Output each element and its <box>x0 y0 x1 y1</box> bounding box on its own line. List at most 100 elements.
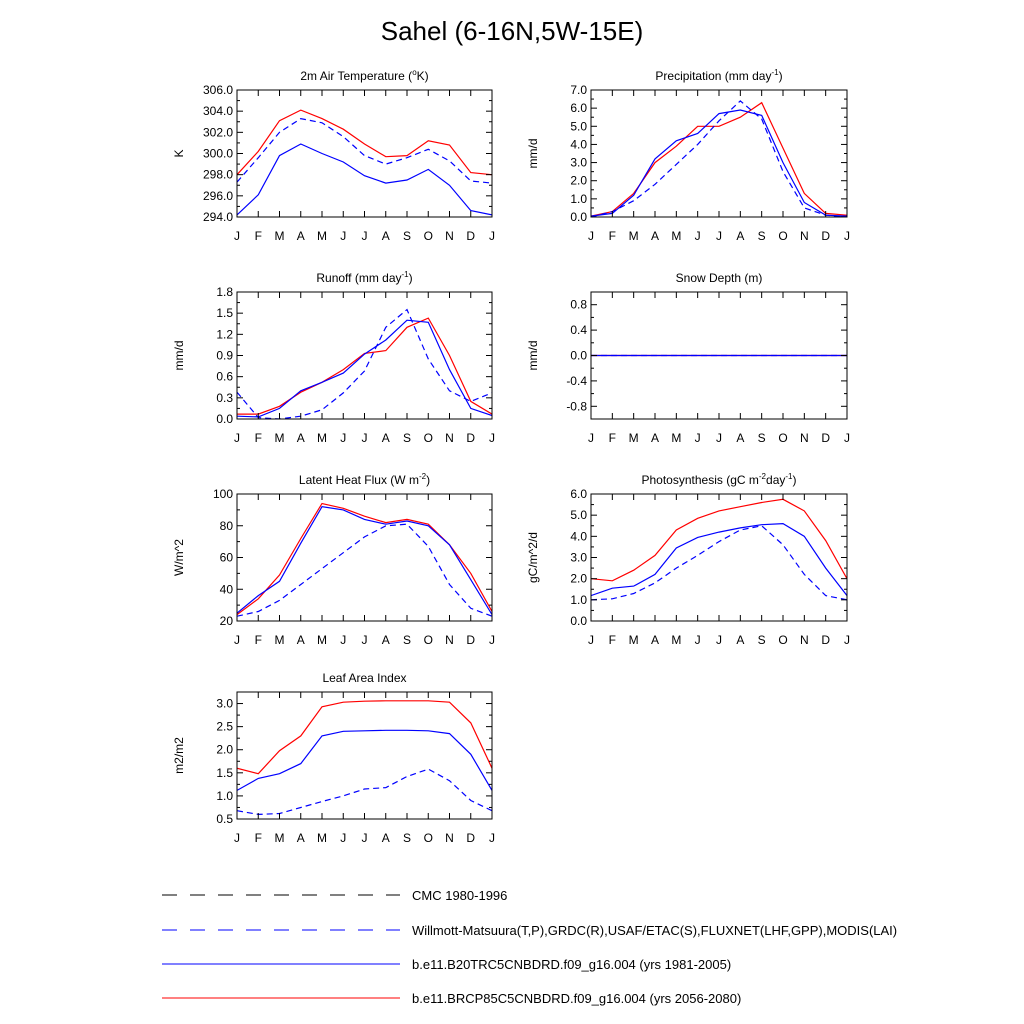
x-tick-label: J <box>234 633 240 647</box>
y-axis-label: mm/d <box>172 341 186 371</box>
chart-title: Photosynthesis (gC m-2day-1) <box>642 472 797 487</box>
x-tick-label: S <box>403 229 411 243</box>
x-tick-label: F <box>609 633 616 647</box>
x-tick-label: J <box>489 229 495 243</box>
x-tick-label: F <box>609 229 616 243</box>
x-tick-label: J <box>588 229 594 243</box>
x-tick-label: O <box>778 431 787 445</box>
x-tick-label: J <box>362 633 368 647</box>
x-tick-label: J <box>489 831 495 845</box>
series-line-0 <box>591 498 847 582</box>
legend-label-3: b.e11.BRCP85C5CNBDRD.f09_g16.004 (yrs 20… <box>412 991 741 1006</box>
series-group <box>591 498 847 601</box>
legend-label-0: CMC 1980-1996 <box>412 888 507 903</box>
x-tick-label: F <box>609 431 616 445</box>
x-tick-label: J <box>588 633 594 647</box>
y-tick-label: 296.0 <box>203 189 233 203</box>
y-tick-label: 1.0 <box>570 192 587 206</box>
y-tick-label: 6.0 <box>570 487 587 501</box>
x-tick-label: S <box>403 831 411 845</box>
y-tick-label: 300.0 <box>203 147 233 161</box>
chart-panel-2: Runoff (mm day-1) mm/d 0.0 0.3 0.6 0.9 1.2 1.5 1… <box>172 270 495 445</box>
x-tick-label: J <box>362 431 368 445</box>
chart-title: Latent Heat Flux (W m-2) <box>299 472 430 487</box>
x-tick-label: J <box>588 431 594 445</box>
x-tick-label: D <box>466 831 475 845</box>
series-line-2 <box>237 768 492 816</box>
series-line-1 <box>237 523 492 617</box>
series-group <box>237 502 492 617</box>
series-line-2 <box>591 525 847 601</box>
x-tick-label: O <box>424 431 433 445</box>
x-tick-label: A <box>297 431 305 445</box>
y-tick-label: 3.0 <box>570 156 587 170</box>
series-line-2 <box>591 109 847 217</box>
y-tick-label: 1.0 <box>216 789 233 803</box>
x-tick-label: M <box>671 229 681 243</box>
x-tick-label: M <box>317 633 327 647</box>
y-tick-label: 1.2 <box>216 327 233 341</box>
x-tick-label: D <box>466 229 475 243</box>
y-tick-label: 0.0 <box>570 210 587 224</box>
x-tick-label: A <box>736 633 744 647</box>
y-tick-label: 298.0 <box>203 168 233 182</box>
y-tick-label: 2.0 <box>216 743 233 757</box>
y-axis-label: gC/m^2/d <box>526 532 540 583</box>
x-tick-label: J <box>489 633 495 647</box>
x-tick-label: M <box>317 831 327 845</box>
y-tick-label: 0.0 <box>216 412 233 426</box>
x-tick-label: A <box>297 831 305 845</box>
series-line-1 <box>591 522 847 597</box>
series-line-1 <box>237 117 492 184</box>
x-tick-label: D <box>821 229 830 243</box>
x-tick-label: N <box>445 633 454 647</box>
x-tick-label: J <box>844 431 850 445</box>
x-tick-label: J <box>695 229 701 243</box>
x-tick-label: M <box>275 831 285 845</box>
y-tick-label: 0.3 <box>216 391 233 405</box>
x-tick-label: N <box>800 633 809 647</box>
x-tick-label: F <box>255 229 262 243</box>
y-tick-label: 0.6 <box>216 370 233 384</box>
chart-title: Snow Depth (m) <box>676 271 763 285</box>
x-tick-label: S <box>758 431 766 445</box>
x-tick-label: J <box>716 431 722 445</box>
series-line-0 <box>591 101 847 217</box>
x-tick-label: J <box>695 431 701 445</box>
chart-panel-4: Latent Heat Flux (W m-2) W/m^2 20 40 60 80 100… <box>172 472 495 647</box>
x-tick-label: A <box>382 633 390 647</box>
plot-frame <box>236 291 493 420</box>
y-tick-label: 40 <box>220 582 234 596</box>
series-line-1 <box>237 308 492 419</box>
x-tick-label: O <box>778 633 787 647</box>
x-tick-label: J <box>489 431 495 445</box>
x-tick-label: M <box>275 633 285 647</box>
x-tick-label: J <box>234 831 240 845</box>
legend: CMC 1980-1996 Willmott-Matsuura(T,P),GRDC… <box>162 888 897 1006</box>
y-tick-label: 0.0 <box>570 614 587 628</box>
legend-label-2: b.e11.B20TRC5CNBDRD.f09_g16.004 (yrs 198… <box>412 957 731 972</box>
y-tick-label: 2.5 <box>216 720 233 734</box>
x-tick-label: D <box>466 633 475 647</box>
y-tick-label: 5.0 <box>570 119 587 133</box>
x-tick-label: A <box>736 431 744 445</box>
y-tick-label: 0.8 <box>570 298 587 312</box>
x-tick-label: M <box>275 431 285 445</box>
chart-title: Leaf Area Index <box>322 671 406 685</box>
x-tick-label: J <box>362 831 368 845</box>
x-tick-label: J <box>844 229 850 243</box>
x-tick-label: M <box>671 431 681 445</box>
series-line-2 <box>237 319 492 418</box>
y-tick-label: 2.0 <box>570 174 587 188</box>
x-tick-label: A <box>382 229 390 243</box>
y-tick-label: 100 <box>213 487 233 501</box>
y-tick-label: 3.0 <box>216 697 233 711</box>
y-tick-label: 4.0 <box>570 529 587 543</box>
x-tick-label: F <box>255 831 262 845</box>
x-tick-label: S <box>403 431 411 445</box>
x-tick-label: M <box>317 431 327 445</box>
chart-title: Runoff (mm day-1) <box>316 270 412 285</box>
y-tick-label: 0.9 <box>216 349 233 363</box>
series-line-2 <box>237 506 492 615</box>
series-line-1 <box>237 729 492 791</box>
